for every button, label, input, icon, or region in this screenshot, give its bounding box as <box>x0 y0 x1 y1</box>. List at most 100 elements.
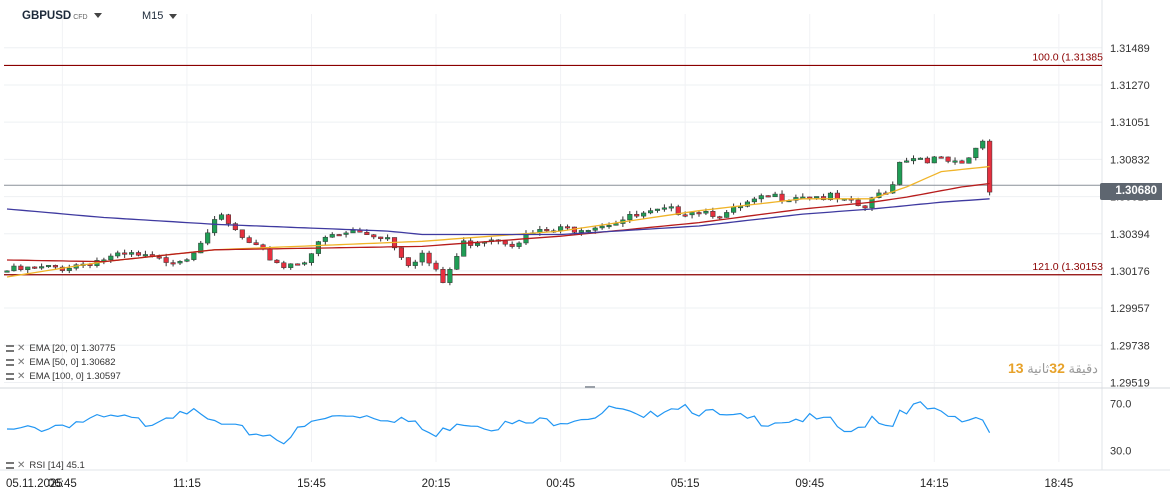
candle-body <box>336 234 342 237</box>
candle-body <box>253 242 259 246</box>
symbol-selector[interactable]: GBPUSD CFD <box>22 10 102 22</box>
candle-body <box>475 242 481 246</box>
candle-body <box>232 223 238 231</box>
close-icon[interactable]: ✕ <box>17 460 26 471</box>
candle-body <box>648 210 654 214</box>
timeframe-selector[interactable]: M15 <box>142 10 178 22</box>
candle-body <box>966 157 972 164</box>
candle-body <box>945 156 951 162</box>
candle-body <box>924 157 930 164</box>
candle-body <box>170 262 176 265</box>
candle-body <box>440 269 446 283</box>
x-tick-label: 00:45 <box>546 478 575 490</box>
close-icon[interactable]: ✕ <box>17 371 26 382</box>
ema50-label: EMA [50, 0] 1.30682 <box>29 357 116 368</box>
candle-body <box>544 229 550 232</box>
candle-body <box>11 265 17 272</box>
candle-body <box>405 257 411 266</box>
settings-icon[interactable] <box>6 358 14 366</box>
candle-body <box>509 243 515 247</box>
timeframe-label: M15 <box>142 10 164 22</box>
close-icon[interactable]: ✕ <box>17 357 26 368</box>
countdown-middle: ثانية <box>1023 361 1050 376</box>
candle-body <box>558 226 564 231</box>
candle-body <box>371 234 377 238</box>
candle-body <box>952 160 958 163</box>
fib-level-label: 100.0 (1.31385 <box>1032 51 1103 63</box>
candle-body <box>18 265 24 270</box>
candle-body <box>239 229 245 238</box>
candle-body <box>447 269 453 283</box>
candle-body <box>350 230 356 234</box>
candle-body <box>329 234 335 238</box>
candle-body <box>225 214 231 224</box>
candle-body <box>696 212 702 215</box>
x-tick-label: 15:45 <box>297 478 326 490</box>
y-tick-label: 1.29957 <box>1110 303 1150 315</box>
ema20-legend[interactable]: ✕ EMA [20, 0] 1.30775 <box>6 343 115 354</box>
countdown-prefix: دقيقة <box>1064 361 1098 376</box>
ema50-legend[interactable]: ✕ EMA [50, 0] 1.30682 <box>6 357 115 368</box>
candle-body <box>744 201 750 207</box>
ema-line <box>6 198 990 236</box>
close-icon[interactable]: ✕ <box>17 343 26 354</box>
fib-level-label: 121.0 (1.30153 <box>1032 261 1103 273</box>
y-tick-label: 1.31051 <box>1110 117 1150 129</box>
ema100-legend[interactable]: ✕ EMA [100, 0] 1.30597 <box>6 371 121 382</box>
rsi-line <box>6 401 991 445</box>
candle-body <box>135 252 142 256</box>
candle-body <box>461 240 467 257</box>
candle-body <box>288 263 294 268</box>
candle-body <box>717 216 723 219</box>
candle-countdown: دقيقة 32ثانية 13 <box>1008 360 1098 377</box>
candle-body <box>814 196 820 199</box>
candle-body <box>682 214 688 217</box>
candle-body <box>668 206 674 209</box>
candle-body <box>4 270 10 273</box>
candle-body <box>115 252 121 257</box>
candle-body <box>827 192 834 201</box>
candle-body <box>426 252 432 264</box>
candle-body <box>25 266 31 270</box>
candle-body <box>191 252 197 260</box>
candle-body <box>578 230 584 233</box>
candle-body <box>454 256 460 270</box>
candle-body <box>218 214 225 220</box>
candle-body <box>385 237 391 240</box>
candle-body <box>661 207 667 210</box>
candle-body <box>516 242 522 247</box>
chevron-down-icon <box>169 13 178 19</box>
candle-body <box>274 259 280 264</box>
candle-body <box>779 193 785 202</box>
candle-body <box>433 262 439 270</box>
candle-body <box>177 261 183 264</box>
candle-body <box>980 140 986 149</box>
pane-resize-handle <box>585 386 595 388</box>
candle-body <box>163 257 169 263</box>
rsi-label: RSI [14] 45.1 <box>29 460 85 471</box>
rsi-legend[interactable]: ✕ RSI [14] 45.1 <box>6 460 85 471</box>
x-tick-label: 09:45 <box>795 478 824 490</box>
candle-body <box>731 206 737 213</box>
candle-body <box>585 230 591 233</box>
candle-body <box>917 157 923 160</box>
candle-body <box>52 265 58 268</box>
candle-body <box>412 261 418 266</box>
candle-body <box>212 219 218 234</box>
countdown-seconds: 13 <box>1008 360 1024 376</box>
x-tick-label: 05:15 <box>671 478 700 490</box>
settings-icon[interactable] <box>6 344 14 352</box>
candle-body <box>973 147 979 159</box>
settings-icon[interactable] <box>6 372 14 380</box>
candle-body <box>606 225 612 228</box>
candle-body <box>758 195 764 200</box>
ema-line <box>6 182 990 263</box>
candle-body <box>689 212 695 216</box>
settings-icon[interactable] <box>6 461 14 469</box>
candle-body <box>634 214 640 217</box>
chevron-down-icon <box>93 13 102 19</box>
x-tick-label: 18:45 <box>1044 478 1073 490</box>
candle-body <box>564 226 571 229</box>
candle-body <box>419 252 425 263</box>
